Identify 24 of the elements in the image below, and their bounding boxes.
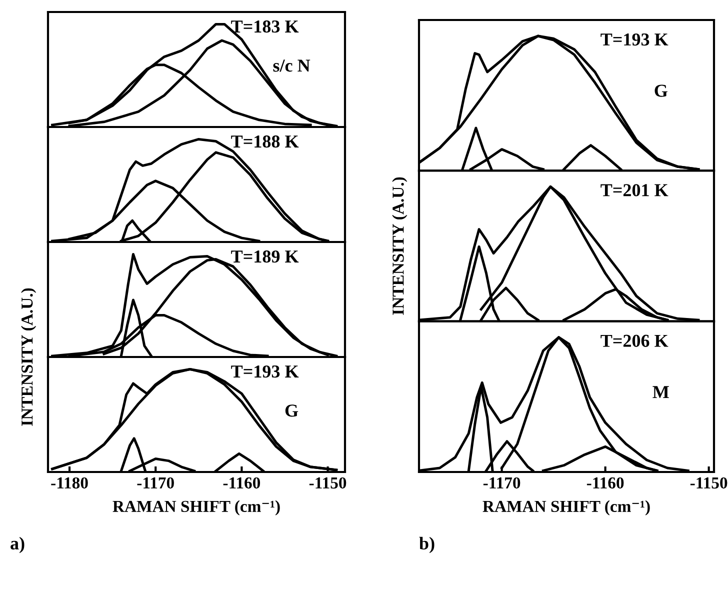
annotation: M [652, 386, 669, 398]
y-axis-title: INTENSITY (A.U.) [392, 177, 408, 315]
x-tick-label: -1180 [51, 477, 88, 489]
x-tick-label: -1170 [137, 477, 174, 489]
y-axis-title: INTENSITY (A.U.) [21, 288, 36, 426]
annotation: T=193 K [600, 33, 668, 46]
annotation: T=193 K [231, 365, 299, 378]
text: b) [419, 536, 434, 554]
x-tick-label: -1170 [483, 477, 520, 489]
x-axis-title: RAMAN SHIFT (cm⁻¹) [112, 500, 280, 516]
annotation: s/c N [273, 60, 310, 72]
annotation: T=206 K [600, 334, 668, 347]
x-tick-label: -1160 [586, 477, 624, 489]
annotation: G [285, 404, 298, 417]
annotation: G [654, 84, 668, 97]
x-axis-title: RAMAN SHIFT (cm⁻¹) [482, 500, 650, 516]
x-tick-label: -1150 [690, 477, 728, 489]
annotation: T=201 K [600, 184, 668, 196]
annotation: T=183 K [231, 20, 299, 33]
annotation: T=188 K [231, 135, 299, 148]
x-tick-label: -1150 [309, 477, 346, 489]
text: a) [10, 536, 24, 554]
annotation: T=189 K [231, 250, 299, 263]
x-tick-label: -1160 [223, 477, 260, 489]
